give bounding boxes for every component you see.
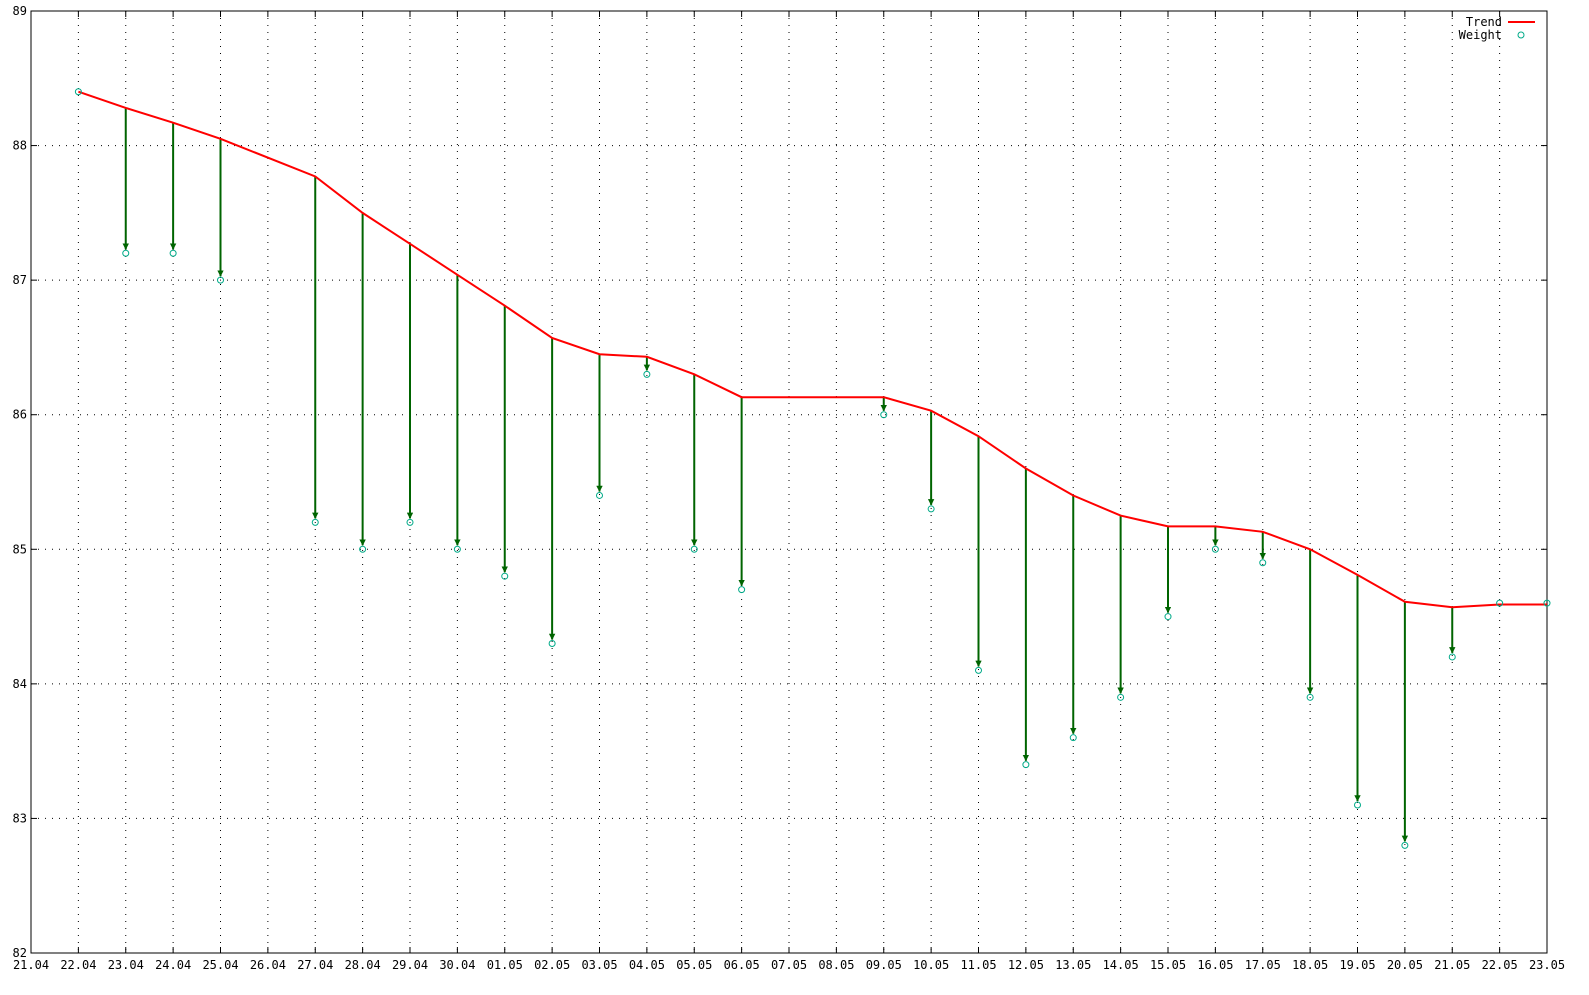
weight-point (927, 505, 935, 513)
weight-point (1401, 841, 1409, 849)
legend-weight-swatch (1517, 31, 1525, 39)
weight-point (548, 639, 556, 647)
weight-point (1448, 653, 1456, 661)
y-tick-label: 86 (13, 408, 27, 422)
weight-point (1543, 599, 1551, 607)
x-tick-label: 04.05 (629, 958, 665, 972)
x-tick-label: 22.04 (60, 958, 96, 972)
weight-point (596, 491, 603, 499)
weight-point (1496, 599, 1504, 607)
x-tick-label: 03.05 (581, 958, 617, 972)
y-tick-label: 83 (13, 811, 27, 825)
weight-point (880, 411, 888, 419)
x-tick-label: 06.05 (724, 958, 760, 972)
weight-point (1022, 761, 1030, 769)
x-tick-label: 12.05 (1008, 958, 1044, 972)
x-tick-label: 25.04 (202, 958, 238, 972)
x-tick-label: 09.05 (866, 958, 902, 972)
y-axis-ticks: 82 83 84 85 86 87 88 89 (13, 4, 1547, 960)
trend-line (78, 90, 1547, 609)
x-tick-label: 17.05 (1245, 958, 1281, 972)
weight-point (690, 545, 698, 553)
x-tick-label: 01.05 (487, 958, 523, 972)
weight-point (217, 276, 224, 284)
weight-point (975, 666, 982, 674)
x-tick-label: 11.05 (960, 958, 996, 972)
x-tick-label: 05.05 (676, 958, 712, 972)
weight-point (169, 249, 177, 257)
x-tick-label: 26.04 (250, 958, 286, 972)
x-axis-ticks: 21.04 22.04 23.04 24.04 25.04 26.04 27.04 28.04… (13, 11, 1565, 972)
x-tick-label: 18.05 (1292, 958, 1328, 972)
grid-layer (31, 11, 1547, 953)
legend: Trend Weight (1459, 15, 1535, 42)
x-tick-label: 20.05 (1387, 958, 1423, 972)
x-tick-label: 19.05 (1339, 958, 1375, 972)
x-tick-label: 13.05 (1055, 958, 1091, 972)
y-tick-label: 82 (13, 946, 27, 960)
x-tick-label: 22.05 (1482, 958, 1518, 972)
x-tick-label: 23.05 (1529, 958, 1565, 972)
weight-point (1306, 693, 1314, 701)
weight-point (1354, 801, 1361, 809)
x-tick-label: 08.05 (818, 958, 854, 972)
plot-area-frame (30, 10, 1548, 954)
x-tick-label: 16.05 (1197, 958, 1233, 972)
weight-point (122, 249, 130, 257)
x-tick-label: 28.04 (345, 958, 381, 972)
y-tick-label: 84 (13, 677, 27, 691)
x-tick-label: 21.05 (1434, 958, 1470, 972)
x-tick-label: 02.05 (534, 958, 570, 972)
weight-point (1211, 545, 1219, 553)
x-tick-label: 23.04 (108, 958, 144, 972)
weight-point (453, 545, 461, 553)
weight-point (1164, 613, 1172, 621)
x-tick-label: 21.04 (13, 958, 49, 972)
weight-point (643, 370, 651, 378)
x-tick-label: 10.05 (913, 958, 949, 972)
deviation-arrows (122, 107, 1456, 842)
weight-point (1259, 559, 1267, 567)
x-tick-label: 24.04 (155, 958, 191, 972)
legend-trend-label: Trend (1466, 15, 1502, 29)
x-tick-label: 29.04 (392, 958, 428, 972)
weight-point (501, 572, 509, 580)
weight-point (359, 545, 367, 553)
x-tick-label: 27.04 (297, 958, 333, 972)
weight-point (738, 586, 746, 594)
y-tick-label: 87 (13, 273, 27, 287)
y-tick-label: 89 (13, 4, 27, 18)
legend-weight-label: Weight (1459, 28, 1502, 42)
weight-point (406, 518, 414, 526)
y-tick-label: 88 (13, 139, 27, 153)
x-tick-label: 30.04 (439, 958, 475, 972)
x-tick-label: 07.05 (771, 958, 807, 972)
weight-point (1117, 693, 1125, 701)
y-tick-label: 85 (13, 542, 27, 556)
trend-series (78, 90, 1547, 609)
x-tick-label: 14.05 (1103, 958, 1139, 972)
weight-point (311, 518, 319, 526)
weight-series (74, 88, 1551, 849)
weight-point (1069, 734, 1077, 742)
x-tick-label: 15.05 (1150, 958, 1186, 972)
weight-point (74, 88, 82, 96)
